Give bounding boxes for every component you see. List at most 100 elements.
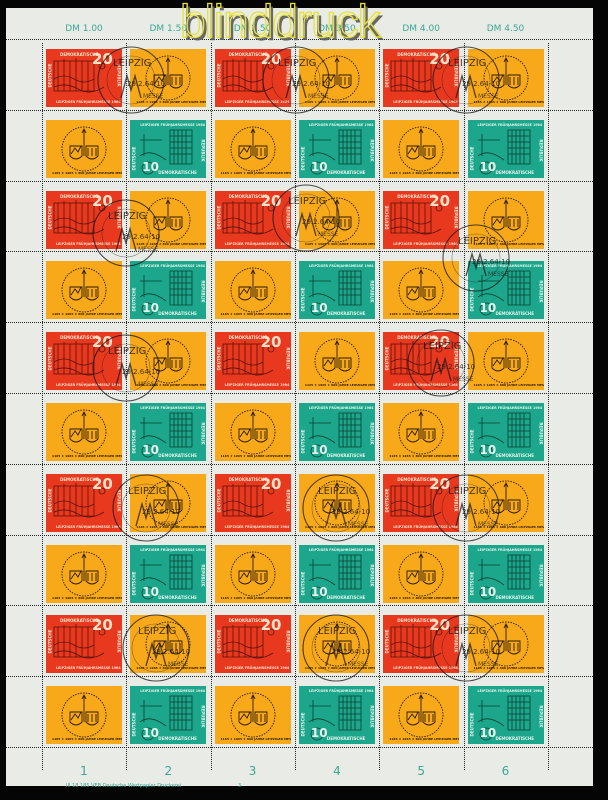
value-20: 20 (260, 191, 282, 210)
country-bottom: DEMOKRATISCHE (158, 453, 197, 458)
ring-text: 1165 ★ 1965 ★ 800 JAHRE LEIPZIGER MESSE (136, 100, 207, 104)
country-right: REPUBLIK (538, 422, 544, 445)
stamp-red: DEMOKRATISCHE DEUTSCHE REPUBLIK 20 LEIPZIGER… (214, 473, 291, 532)
country-left: DEUTSCHE (216, 346, 222, 371)
country-right: REPUBLIK (200, 139, 206, 162)
country-bottom: DEMOKRATISCHE (495, 453, 535, 458)
value-10: 10 (142, 301, 159, 316)
printer-imprint: III 18 185 VEB Deutsche Wertpapier Druck… (66, 783, 182, 789)
country-left: DEUTSCHE (384, 205, 390, 230)
country-right: REPUBLIK (369, 564, 375, 587)
caption: LEIPZIGER FRÜHJAHRSMESSE 1964 (224, 524, 290, 529)
ring-text: 1165 ★ 1965 ★ 800 JAHRE LEIPZIGER MESSE (389, 312, 460, 317)
label-tab: 1165 ★ 1965 ★ 800 JAHRE LEIPZIGER MESSE (298, 473, 375, 532)
label-tab: 1165 ★ 1965 ★ 800 JAHRE LEIPZIGER MESSE (467, 332, 544, 391)
caption: LEIPZIGER FRÜHJAHRSMESSE 1964 (308, 689, 374, 694)
country-bottom: DEMOKRATISCHE (326, 169, 366, 175)
value-10: 10 (479, 159, 497, 174)
column-number: 6 (501, 764, 510, 778)
caption: LEIPZIGER FRÜHJAHRSMESSE 1964 (140, 264, 205, 269)
label-tab: 1165 ★ 1965 ★ 800 JAHRE LEIPZIGER MESSE (383, 261, 460, 320)
country-right: REPUBLIK (116, 206, 122, 229)
country-left: DEUTSCHE (47, 629, 53, 654)
value-10: 10 (310, 301, 328, 316)
column-number: 2 (164, 764, 173, 778)
country-left: DEUTSCHE (300, 429, 306, 454)
country-right: REPUBLIK (116, 64, 122, 87)
country-left: DEUTSCHE (216, 205, 222, 230)
ring-text: 1165 ★ 1965 ★ 800 JAHRE LEIPZIGER MESSE (220, 312, 291, 317)
label-tab: 1165 ★ 1965 ★ 800 JAHRE LEIPZIGER MESSE (46, 403, 122, 461)
country-top: DEMOKRATISCHE (397, 476, 436, 482)
country-right: REPUBLIK (116, 630, 122, 653)
stamp-red: DEMOKRATISCHE DEUTSCHE REPUBLIK 20 LEIPZIGER… (214, 615, 291, 674)
value-10: 10 (142, 159, 159, 174)
country-right: REPUBLIK (116, 347, 122, 370)
perforation-row (6, 322, 593, 324)
label-tab: 1165 ★ 1965 ★ 800 JAHRE LEIPZIGER MESSE (383, 403, 460, 461)
perforation-column (379, 43, 381, 770)
country-top: DEMOKRATISCHE (60, 335, 99, 341)
ring-text: 1165 ★ 1965 ★ 800 JAHRE LEIPZIGER MESSE (136, 383, 207, 388)
label-tab: 1165 ★ 1965 ★ 800 JAHRE LEIPZIGER MESSE (214, 261, 291, 320)
value-10: 10 (479, 726, 497, 741)
stamp-green: LEIPZIGER FRÜHJAHRSMESSE 1964 DEMOKRATISC… (130, 686, 207, 745)
label-tab: 1165 ★ 1965 ★ 800 JAHRE LEIPZIGER MESSE (298, 190, 375, 249)
country-left: DEUTSCHE (47, 488, 53, 513)
perforation-row (6, 180, 593, 182)
country-left: DEUTSCHE (47, 63, 53, 88)
stamp-red: DEMOKRATISCHE DEUTSCHE REPUBLIK 20 LEIPZIGER… (383, 332, 460, 391)
caption: LEIPZIGER FRÜHJAHRSMESSE 1964 (393, 666, 458, 671)
stamp-red: DEMOKRATISCHE DEUTSCHE REPUBLIK 20 LEIPZIGER… (46, 190, 122, 249)
country-left: DEUTSCHE (384, 346, 390, 371)
perforation-row (6, 534, 593, 536)
country-right: REPUBLIK (538, 705, 544, 728)
country-right: REPUBLIK (116, 489, 122, 512)
country-top: DEMOKRATISCHE (60, 52, 99, 57)
country-top: DEMOKRATISCHE (397, 618, 436, 624)
stamp-green: LEIPZIGER FRÜHJAHRSMESSE 1964 DEMOKRATISC… (298, 119, 375, 178)
country-top: DEMOKRATISCHE (60, 193, 99, 199)
country-bottom: DEMOKRATISCHE (158, 594, 197, 600)
ring-text: 1165 ★ 1965 ★ 800 JAHRE LEIPZIGER MESSE (473, 666, 544, 671)
caption: LEIPZIGER FRÜHJAHRSMESSE 1964 (393, 241, 458, 246)
caption: LEIPZIGER FRÜHJAHRSMESSE 1964 (308, 122, 374, 127)
perforation-column (463, 43, 465, 770)
country-right: REPUBLIK (285, 347, 291, 370)
stamp-green: LEIPZIGER FRÜHJAHRSMESSE 1964 DEMOKRATISC… (467, 261, 544, 320)
value-20: 20 (429, 191, 451, 210)
ring-text: 1165 ★ 1965 ★ 800 JAHRE LEIPZIGER MESSE (52, 312, 122, 317)
value-20: 20 (429, 474, 451, 493)
label-tab: 1165 ★ 1965 ★ 800 JAHRE LEIPZIGER MESSE (46, 686, 122, 745)
stamp-red: DEMOKRATISCHE DEUTSCHE REPUBLIK 20 LEIPZIGER… (383, 615, 460, 674)
label-tab: 1165 ★ 1965 ★ 800 JAHRE LEIPZIGER MESSE (130, 190, 207, 249)
column-number: 4 (333, 764, 341, 778)
caption: LEIPZIGER FRÜHJAHRSMESSE 1964 (56, 383, 121, 388)
caption: LEIPZIGER FRÜHJAHRSMESSE 1964 (477, 406, 543, 410)
country-top: DEMOKRATISCHE (228, 476, 268, 482)
country-top: DEMOKRATISCHE (60, 476, 99, 482)
value-10: 10 (479, 301, 497, 316)
country-right: REPUBLIK (453, 347, 459, 370)
ring-text: 1165 ★ 1965 ★ 800 JAHRE LEIPZIGER MESSE (220, 170, 291, 175)
stamp-red: DEMOKRATISCHE DEUTSCHE REPUBLIK 20 LEIPZIGER… (46, 332, 122, 391)
stamp-green: LEIPZIGER FRÜHJAHRSMESSE 1964 DEMOKRATISC… (467, 544, 544, 603)
country-right: REPUBLIK (538, 280, 544, 303)
value-10: 10 (310, 159, 328, 174)
country-left: DEUTSCHE (468, 287, 474, 312)
country-right: REPUBLIK (369, 422, 375, 445)
country-right: REPUBLIK (200, 564, 206, 587)
country-right: REPUBLIK (453, 489, 459, 512)
label-tab: 1165 ★ 1965 ★ 800 JAHRE LEIPZIGER MESSE (214, 119, 291, 178)
country-left: DEUTSCHE (300, 712, 306, 737)
value-20: 20 (260, 474, 282, 493)
ring-text: 1165 ★ 1965 ★ 800 JAHRE LEIPZIGER MESSE (52, 737, 122, 742)
country-top: DEMOKRATISCHE (228, 193, 268, 199)
country-left: DEUTSCHE (468, 571, 474, 596)
value-20: 20 (260, 333, 282, 352)
label-tab: 1165 ★ 1965 ★ 800 JAHRE LEIPZIGER MESSE (130, 615, 207, 674)
label-tab: 1165 ★ 1965 ★ 800 JAHRE LEIPZIGER MESSE (46, 261, 122, 320)
ring-text: 1165 ★ 1965 ★ 800 JAHRE LEIPZIGER MESSE (473, 100, 544, 104)
caption: LEIPZIGER FRÜHJAHRSMESSE 1964 (393, 100, 458, 104)
perforation-row (6, 251, 593, 253)
